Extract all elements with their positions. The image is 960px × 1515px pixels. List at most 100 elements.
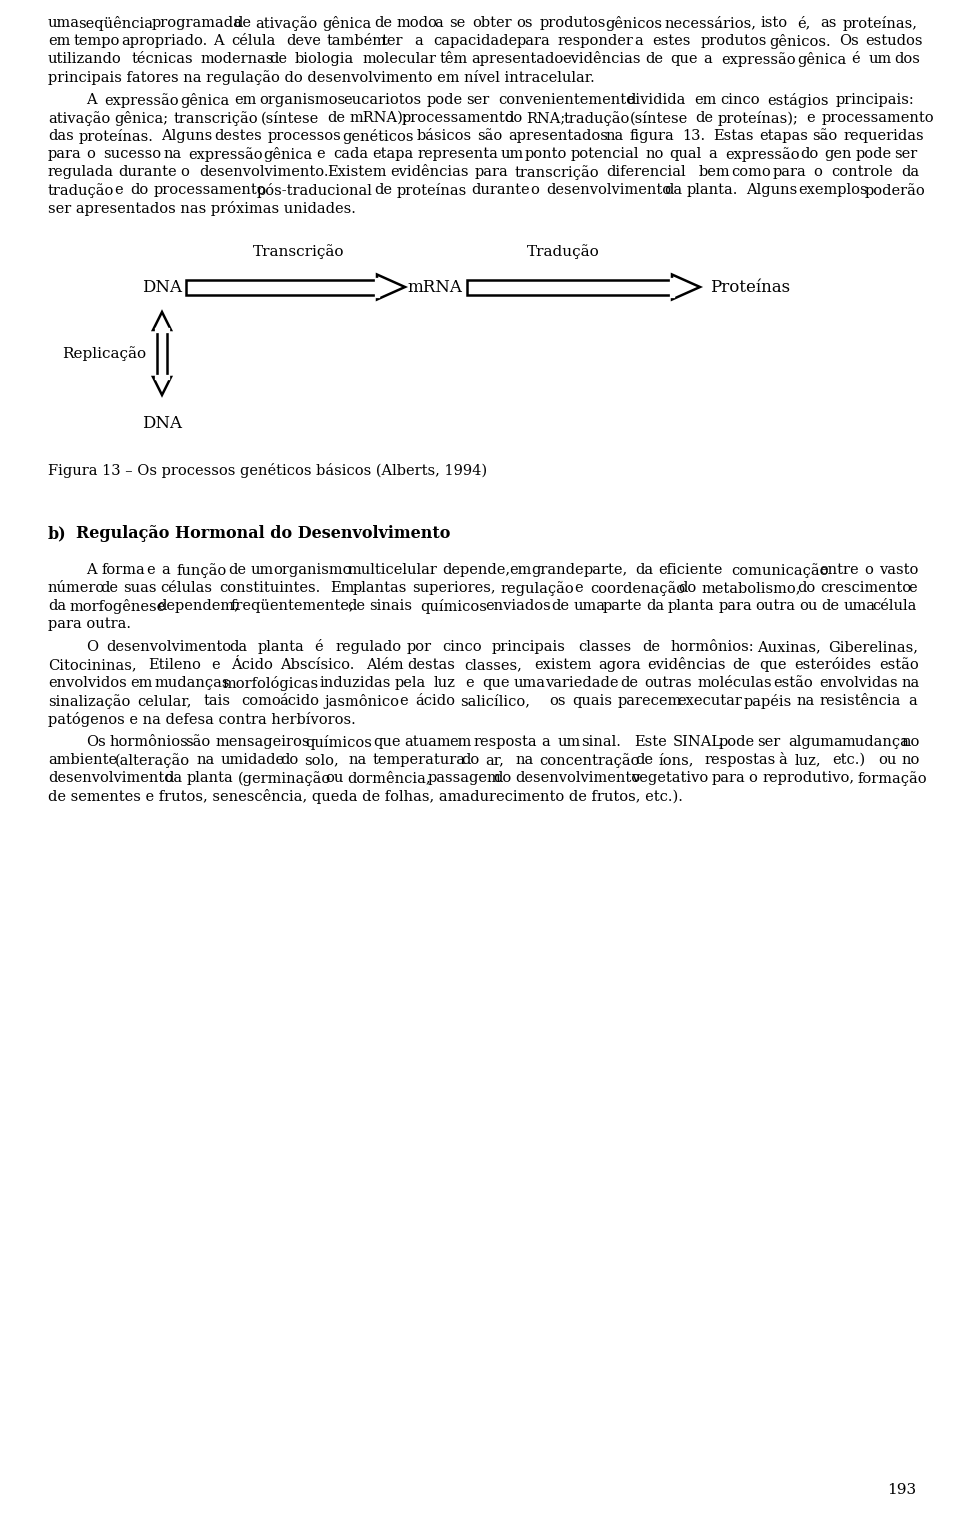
Text: 193: 193 [887,1483,916,1497]
Text: representa: representa [418,147,498,161]
Text: principais fatores na regulação do desenvolvimento em nível intracelular.: principais fatores na regulação do desen… [48,70,595,85]
Text: jasmônico: jasmônico [324,694,399,709]
Text: mudanças: mudanças [155,676,230,689]
Text: metabolismo,: metabolismo, [702,580,801,595]
Polygon shape [153,312,171,330]
Text: entre: entre [820,564,859,577]
Text: comunicação: comunicação [732,564,829,577]
Text: processamento: processamento [401,111,514,126]
Polygon shape [672,274,700,300]
Text: multicelular: multicelular [348,564,437,577]
Text: que: que [759,658,787,673]
Text: principais:: principais: [836,92,915,108]
Text: induzidas: induzidas [320,676,391,689]
Text: a: a [161,564,170,577]
Text: de: de [821,598,839,614]
Text: evidências: evidências [563,52,640,67]
Text: de: de [696,111,713,126]
Text: químicos: químicos [420,598,487,614]
Text: o: o [813,165,822,179]
Text: expressão: expressão [721,52,796,67]
Text: (síntese: (síntese [630,111,687,126]
Text: estágios: estágios [767,92,828,108]
Text: de sementes e frutos, senescência, queda de folhas, amadurecimento de frutos, et: de sementes e frutos, senescência, queda… [48,789,683,804]
Text: (síntese: (síntese [261,111,320,126]
Text: é,: é, [798,17,811,30]
Text: de: de [347,598,365,614]
Text: o: o [864,564,873,577]
Text: hormônios:: hormônios: [670,639,755,654]
Polygon shape [153,377,171,395]
Text: a: a [708,147,717,161]
Text: de: de [373,17,392,30]
Text: em: em [509,564,532,577]
Text: se: se [449,17,466,30]
Text: depende,: depende, [443,564,511,577]
Text: proteínas,: proteínas, [843,17,918,30]
Text: qual: qual [669,147,702,161]
Text: de: de [228,564,247,577]
Text: do: do [798,580,816,595]
Text: planta: planta [257,639,304,654]
Text: isto: isto [760,17,787,30]
Text: gen: gen [824,147,852,161]
Text: freqüentemente,: freqüentemente, [230,598,354,614]
Text: dos: dos [894,52,920,67]
Text: um: um [500,147,523,161]
Text: na: na [605,129,623,142]
Text: Estas: Estas [713,129,754,142]
Text: Citocininas,: Citocininas, [48,658,136,673]
Text: também: também [326,33,387,48]
Text: controle: controle [831,165,893,179]
Text: e: e [575,580,584,595]
Text: responder: responder [558,33,634,48]
Text: regulado: regulado [335,639,401,654]
Text: a: a [635,33,643,48]
Text: celular,: celular, [137,694,191,708]
Text: um: um [251,564,275,577]
Text: organismo: organismo [274,564,352,577]
Text: proteínas);: proteínas); [718,111,799,126]
Text: luz,: luz, [795,753,822,767]
Text: (germinação: (germinação [238,771,331,786]
Text: é: é [852,52,860,67]
Text: existem: existem [535,658,592,673]
Text: Existem: Existem [327,165,387,179]
Text: ativação: ativação [255,17,318,30]
Text: mRNA);: mRNA); [349,111,408,126]
Text: do: do [800,147,818,161]
Text: Proteínas: Proteínas [710,279,790,295]
Text: eficiente: eficiente [658,564,722,577]
Text: de: de [327,111,346,126]
Text: biologia: biologia [294,52,353,67]
Text: os: os [549,694,565,708]
Text: cada: cada [333,147,369,161]
Text: na: na [797,694,815,708]
Bar [186,279,377,294]
Text: de: de [100,580,118,595]
Text: transcrição: transcrição [515,165,599,180]
Text: durante: durante [118,165,177,179]
Text: sinais: sinais [369,598,412,614]
Text: Alguns: Alguns [161,129,212,142]
Text: vegetativo: vegetativo [632,771,708,785]
Text: etc.): etc.) [832,753,866,767]
Text: ser: ser [757,735,780,748]
Text: reprodutivo,: reprodutivo, [763,771,855,785]
Text: uma: uma [514,676,545,689]
Text: produtos: produtos [700,33,767,48]
Text: do: do [131,183,149,197]
Text: superiores,: superiores, [412,580,496,595]
Text: apresentados: apresentados [509,129,609,142]
Text: da: da [165,771,182,785]
Text: o: o [86,147,96,161]
Text: ser: ser [467,92,490,108]
Text: e: e [211,658,220,673]
Text: célula: célula [231,33,276,48]
Text: agora: agora [598,658,641,673]
Text: tempo: tempo [74,33,120,48]
Text: em: em [48,33,70,48]
Text: as: as [821,17,837,30]
Text: dependem,: dependem, [157,598,239,614]
Text: alguma: alguma [788,735,843,748]
